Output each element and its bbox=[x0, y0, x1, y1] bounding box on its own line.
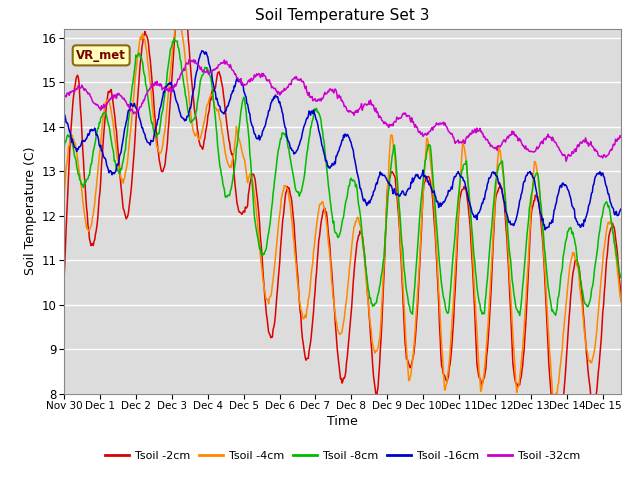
Tsoil -8cm bbox=[319, 136, 327, 142]
Tsoil -32cm bbox=[563, 158, 570, 164]
Tsoil -32cm bbox=[474, 129, 481, 134]
Line: Tsoil -4cm: Tsoil -4cm bbox=[64, 18, 621, 396]
Tsoil -4cm bbox=[138, 32, 146, 38]
Tsoil -8cm bbox=[617, 275, 625, 280]
Tsoil -2cm bbox=[460, 183, 468, 189]
Tsoil -4cm bbox=[63, 164, 70, 169]
Tsoil -4cm bbox=[298, 311, 306, 317]
X-axis label: Time: Time bbox=[327, 415, 358, 429]
Line: Tsoil -16cm: Tsoil -16cm bbox=[64, 51, 621, 230]
Line: Tsoil -8cm: Tsoil -8cm bbox=[64, 39, 621, 315]
Tsoil -32cm bbox=[186, 57, 193, 62]
Tsoil -8cm bbox=[474, 290, 481, 296]
Tsoil -16cm bbox=[319, 147, 327, 153]
Tsoil -8cm bbox=[298, 184, 306, 190]
Tsoil -16cm bbox=[541, 227, 549, 233]
Tsoil -8cm bbox=[516, 312, 524, 318]
Tsoil -4cm bbox=[319, 201, 327, 206]
Tsoil -16cm bbox=[60, 111, 68, 117]
Tsoil -16cm bbox=[460, 178, 468, 184]
Tsoil -32cm bbox=[460, 140, 468, 145]
Tsoil -4cm bbox=[550, 393, 558, 399]
Tsoil -4cm bbox=[474, 342, 481, 348]
Tsoil -4cm bbox=[617, 299, 625, 304]
Tsoil -4cm bbox=[460, 144, 468, 149]
Tsoil -2cm bbox=[319, 207, 327, 213]
Legend: Tsoil -2cm, Tsoil -4cm, Tsoil -8cm, Tsoil -16cm, Tsoil -32cm: Tsoil -2cm, Tsoil -4cm, Tsoil -8cm, Tsoi… bbox=[100, 446, 585, 466]
Tsoil -2cm bbox=[617, 294, 625, 300]
Tsoil -32cm bbox=[60, 91, 68, 96]
Tsoil -8cm bbox=[138, 58, 146, 63]
Y-axis label: Soil Temperature (C): Soil Temperature (C) bbox=[24, 147, 37, 276]
Tsoil -8cm bbox=[60, 147, 68, 153]
Tsoil -2cm bbox=[554, 438, 562, 444]
Tsoil -32cm bbox=[319, 95, 327, 100]
Tsoil -32cm bbox=[617, 134, 625, 140]
Tsoil -16cm bbox=[617, 206, 625, 212]
Tsoil -2cm bbox=[474, 367, 481, 372]
Tsoil -2cm bbox=[63, 223, 70, 229]
Tsoil -32cm bbox=[138, 100, 146, 106]
Tsoil -8cm bbox=[170, 36, 178, 42]
Tsoil -8cm bbox=[460, 161, 468, 167]
Tsoil -32cm bbox=[298, 79, 306, 84]
Tsoil -16cm bbox=[63, 120, 70, 125]
Tsoil -8cm bbox=[63, 137, 70, 143]
Tsoil -2cm bbox=[138, 44, 146, 50]
Tsoil -16cm bbox=[298, 130, 306, 136]
Tsoil -32cm bbox=[63, 94, 70, 100]
Text: VR_met: VR_met bbox=[76, 49, 126, 62]
Line: Tsoil -32cm: Tsoil -32cm bbox=[64, 60, 621, 161]
Tsoil -2cm bbox=[60, 277, 68, 283]
Tsoil -4cm bbox=[60, 196, 68, 202]
Tsoil -2cm bbox=[298, 334, 306, 340]
Line: Tsoil -2cm: Tsoil -2cm bbox=[64, 0, 621, 441]
Tsoil -4cm bbox=[174, 15, 182, 21]
Title: Soil Temperature Set 3: Soil Temperature Set 3 bbox=[255, 9, 429, 24]
Tsoil -16cm bbox=[138, 125, 146, 131]
Tsoil -16cm bbox=[474, 211, 481, 217]
Tsoil -16cm bbox=[198, 48, 205, 54]
